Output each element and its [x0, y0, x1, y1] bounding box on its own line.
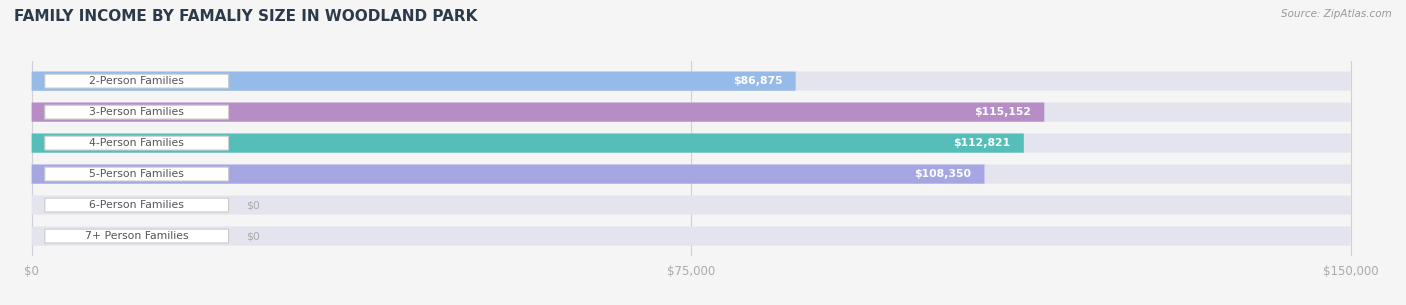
Text: 6-Person Families: 6-Person Families: [89, 200, 184, 210]
FancyBboxPatch shape: [32, 72, 796, 91]
FancyBboxPatch shape: [45, 105, 229, 119]
FancyBboxPatch shape: [32, 196, 1351, 215]
FancyBboxPatch shape: [45, 74, 229, 88]
Text: 3-Person Families: 3-Person Families: [89, 107, 184, 117]
FancyBboxPatch shape: [32, 134, 1351, 153]
Text: 7+ Person Families: 7+ Person Families: [84, 231, 188, 241]
FancyBboxPatch shape: [45, 136, 229, 150]
FancyBboxPatch shape: [32, 72, 1351, 91]
FancyBboxPatch shape: [45, 198, 229, 212]
Text: 4-Person Families: 4-Person Families: [89, 138, 184, 148]
FancyBboxPatch shape: [32, 102, 1351, 122]
Text: 5-Person Families: 5-Person Families: [89, 169, 184, 179]
Text: Source: ZipAtlas.com: Source: ZipAtlas.com: [1281, 9, 1392, 19]
FancyBboxPatch shape: [32, 164, 984, 184]
FancyBboxPatch shape: [45, 229, 229, 243]
Text: 2-Person Families: 2-Person Families: [89, 76, 184, 86]
Text: $115,152: $115,152: [974, 107, 1031, 117]
FancyBboxPatch shape: [32, 134, 1024, 153]
Text: $108,350: $108,350: [914, 169, 972, 179]
Text: $0: $0: [246, 231, 260, 241]
Text: $86,875: $86,875: [733, 76, 783, 86]
FancyBboxPatch shape: [32, 226, 1351, 246]
FancyBboxPatch shape: [45, 167, 229, 181]
Text: $0: $0: [246, 200, 260, 210]
FancyBboxPatch shape: [32, 164, 1351, 184]
Text: FAMILY INCOME BY FAMALIY SIZE IN WOODLAND PARK: FAMILY INCOME BY FAMALIY SIZE IN WOODLAN…: [14, 9, 478, 24]
Text: $112,821: $112,821: [953, 138, 1011, 148]
FancyBboxPatch shape: [32, 102, 1045, 122]
